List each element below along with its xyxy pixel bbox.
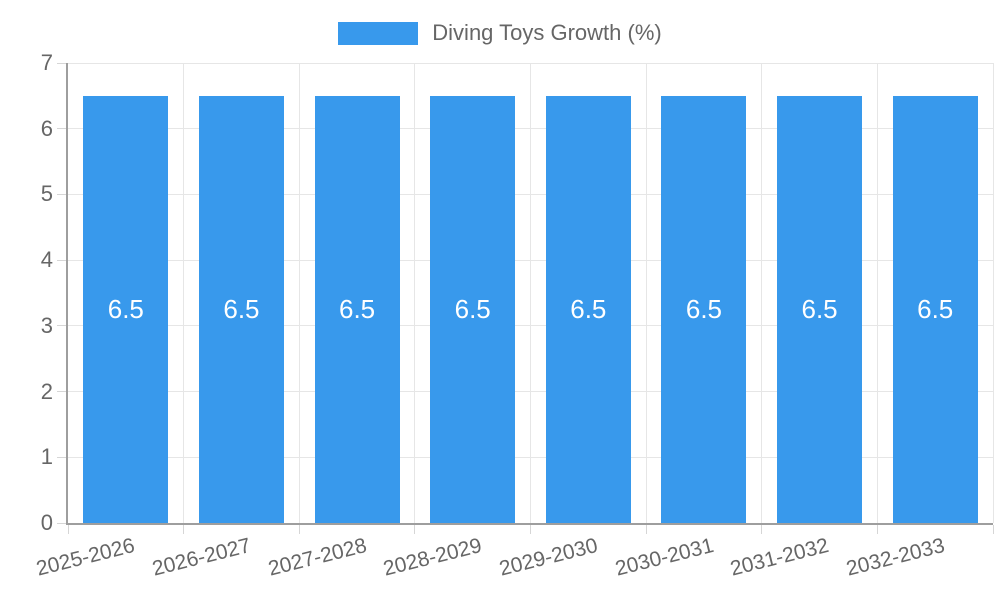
legend-label: Diving Toys Growth (%)	[432, 20, 662, 45]
x-tick-label: 2026-2027	[149, 534, 254, 581]
bar-value-label: 6.5	[917, 294, 954, 325]
x-tick	[183, 525, 185, 534]
y-tick	[57, 391, 68, 393]
y-tick	[57, 62, 68, 64]
y-tick-label: 7	[40, 50, 53, 75]
y-tick	[57, 259, 68, 261]
bar	[661, 95, 747, 523]
x-tick-label: 2032-2033	[843, 534, 947, 581]
x-tick	[414, 525, 416, 534]
x-gridline	[876, 63, 878, 523]
x-gridline	[414, 63, 416, 523]
chart-legend[interactable]: Diving Toys Growth (%)	[0, 18, 1000, 48]
y-tick-label: 6	[40, 115, 53, 141]
y-tick-label: 2	[40, 378, 53, 404]
y-tick	[57, 325, 68, 327]
x-tick	[761, 525, 763, 534]
y-tick-label: 0	[40, 510, 53, 535]
bar	[892, 95, 978, 523]
x-tick-label: 2031-2032	[728, 534, 832, 581]
y-tick	[57, 128, 68, 130]
x-axis-line	[66, 523, 993, 525]
bar	[777, 95, 863, 523]
x-tick	[530, 525, 531, 534]
y-tick-label: 1	[40, 444, 53, 470]
x-gridline	[298, 63, 300, 523]
x-tick	[67, 525, 69, 534]
bar-value-label: 6.5	[223, 294, 260, 325]
bar-value-label: 6.5	[801, 294, 838, 325]
x-tick	[992, 525, 994, 534]
x-tick-label: 2025-2026	[34, 534, 138, 581]
x-tick-label: 2030-2031	[612, 534, 716, 581]
y-tick-label: 4	[40, 247, 53, 273]
y-tick	[57, 193, 68, 195]
bar-value-label: 6.5	[454, 294, 491, 325]
x-tick-label: 2029-2030	[496, 534, 600, 581]
y-tick-label: 3	[40, 312, 53, 338]
y-axis-line	[66, 63, 68, 523]
x-gridline	[761, 63, 763, 523]
bar-value-label: 6.5	[338, 294, 376, 325]
x-tick	[876, 525, 878, 534]
bar	[198, 95, 284, 523]
x-tick	[298, 525, 300, 534]
bar-value-label: 6.5	[685, 294, 723, 325]
bar-value-label: 6.5	[570, 294, 607, 325]
bar	[314, 95, 400, 523]
x-gridline	[183, 63, 185, 523]
x-gridline	[992, 63, 994, 523]
x-tick	[645, 525, 647, 534]
y-tick	[57, 456, 68, 458]
bar-value-label: 6.5	[107, 294, 144, 325]
bar	[545, 95, 631, 523]
x-gridline	[645, 63, 647, 523]
legend-color-swatch	[338, 21, 419, 45]
bar	[430, 95, 516, 523]
x-tick-label: 2027-2028	[265, 534, 369, 581]
x-tick-label: 2028-2029	[381, 534, 485, 581]
bar	[83, 95, 169, 523]
y-tick-label: 5	[40, 181, 53, 207]
y-tick	[57, 522, 68, 524]
x-gridline	[530, 63, 531, 523]
